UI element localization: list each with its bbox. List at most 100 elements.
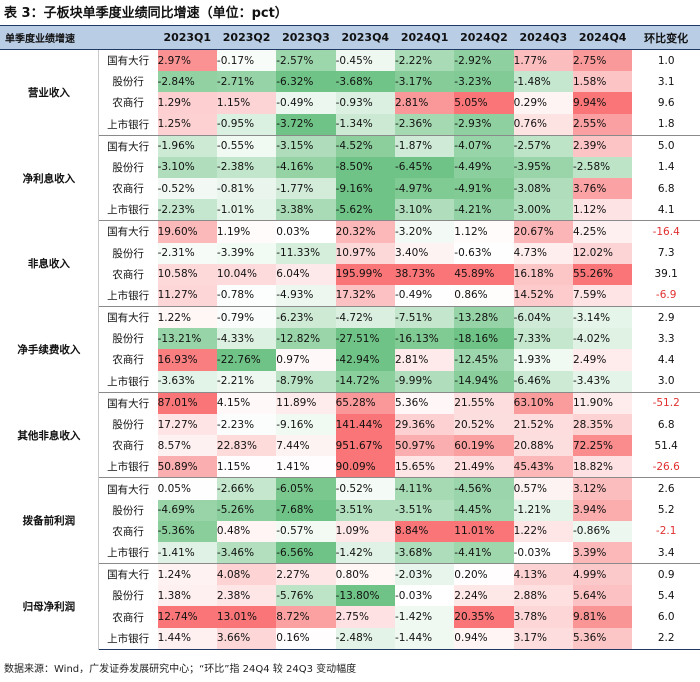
growth-value-cell: 3.17%	[513, 627, 573, 650]
growth-value-cell: -7.51%	[394, 306, 455, 329]
growth-value-cell: -11.33%	[276, 242, 336, 264]
change-value-cell: -16.4	[652, 225, 680, 238]
header-quarter: 2023Q2	[216, 25, 277, 50]
growth-value-cell: 10.04%	[216, 263, 277, 285]
metric-label: 拨备前利润	[0, 477, 99, 564]
table-row: 农商行 10.58% 10.04% 6.04% 195.99% 38.73% 45.89% 1…	[0, 263, 700, 285]
growth-value-cell: -7.33%	[513, 328, 573, 350]
table-row: 非息收入 国有大行 19.60% 1.19% 0.03% 20.32% -3.20% 1.12…	[0, 220, 700, 307]
header-quarter: 2024Q2	[454, 25, 514, 50]
change-value-cell: -2.1	[655, 525, 677, 538]
growth-value-cell: -6.04%	[513, 306, 573, 329]
table-row: 农商行 16.93% -22.76% 0.97% -42.94% 2.81% -12.45%…	[0, 349, 700, 371]
growth-value-cell: 141.44%	[335, 413, 395, 436]
growth-value-cell: 19.60%	[157, 220, 217, 243]
change-value-cell: 2.6	[657, 483, 675, 496]
growth-value-cell: -4.33%	[216, 328, 277, 350]
growth-value-cell: 1.25%	[157, 113, 217, 136]
growth-value-cell: 7.44%	[276, 435, 336, 457]
change-value-cell: 6.8	[657, 182, 675, 195]
growth-value-cell: -12.45%	[454, 349, 514, 371]
growth-value-cell: -1.48%	[513, 71, 573, 93]
growth-value-cell: -1.21%	[513, 499, 573, 521]
change-value-cell: 1.0	[657, 54, 675, 67]
growth-value-cell: -0.95%	[216, 113, 277, 136]
bank-label: 农商行	[112, 97, 144, 110]
growth-value-cell: 8.72%	[276, 606, 336, 628]
growth-value-cell: -0.55%	[216, 135, 277, 157]
growth-value-cell: 2.75%	[572, 49, 633, 72]
growth-value-cell: -2.31%	[157, 242, 217, 264]
table-row: 股份行 -4.69% -5.26% -7.68% -3.51% -3.51% -4.45% -…	[0, 499, 700, 521]
growth-value-cell: 18.82%	[572, 456, 633, 479]
growth-value-cell: 0.97%	[276, 349, 336, 371]
growth-value-cell: 1.15%	[216, 92, 277, 114]
growth-value-cell: 4.13%	[513, 563, 573, 586]
growth-value-cell: -9.16%	[276, 413, 336, 436]
growth-value-cell: -2.71%	[216, 71, 277, 93]
bank-label: 农商行	[112, 525, 144, 538]
growth-value-cell: -2.03%	[394, 563, 455, 586]
growth-value-cell: -0.49%	[276, 92, 336, 114]
change-value-cell: 2.2	[632, 627, 700, 650]
growth-value-cell: 15.65%	[394, 456, 455, 479]
growth-value-cell: 11.89%	[276, 392, 336, 414]
bank-label: 股份行	[112, 504, 144, 517]
header-quarter: 2024Q1	[394, 25, 455, 50]
growth-value-cell: -4.45%	[454, 499, 514, 521]
growth-value-cell: -1.93%	[513, 349, 573, 371]
growth-value-cell: -13.80%	[335, 585, 395, 607]
growth-value-cell: -3.17%	[394, 71, 455, 93]
table-row: 其他非息收入 国有大行 87.01% 4.15% 11.89% 65.28% 5.36% 21…	[0, 392, 700, 478]
growth-value-cell: 17.27%	[157, 413, 217, 436]
growth-value-cell: 8.84%	[394, 520, 455, 542]
growth-value-cell: -2.23%	[157, 199, 217, 222]
table-row: 股份行 -13.21% -4.33% -12.82% -27.51% -16.13% -18…	[0, 328, 700, 350]
change-value-cell: 3.4	[632, 541, 700, 565]
bank-label: 股份行	[112, 76, 144, 89]
growth-value-cell: -4.41%	[454, 541, 514, 565]
growth-value-cell: 1.77%	[513, 49, 573, 72]
growth-value-cell: -14.72%	[335, 370, 395, 393]
growth-value-cell: 4.73%	[513, 242, 573, 264]
growth-value-cell: -6.23%	[276, 306, 336, 329]
growth-value-cell: -6.56%	[276, 541, 336, 565]
growth-value-cell: -3.43%	[572, 370, 633, 393]
change-value-cell: 39.1	[654, 268, 678, 281]
growth-value-cell: 11.01%	[454, 520, 514, 542]
growth-value-cell: -2.57%	[276, 49, 336, 72]
growth-value-cell: 1.24%	[157, 563, 217, 586]
growth-value-cell: 20.35%	[454, 606, 514, 628]
growth-value-cell: -5.36%	[157, 520, 217, 542]
growth-value-cell: 12.74%	[157, 606, 217, 628]
growth-value-cell: -4.97%	[394, 178, 455, 200]
metric-label: 净利息收入	[0, 135, 99, 221]
change-value-cell: 5.4	[657, 589, 675, 602]
growth-value-cell: -4.56%	[454, 477, 514, 500]
growth-value-cell: 2.81%	[394, 349, 455, 371]
growth-value-cell: -3.00%	[513, 199, 573, 222]
growth-value-cell: -3.10%	[394, 199, 455, 222]
bank-label: 国有大行	[107, 397, 150, 410]
bank-label: 农商行	[112, 440, 144, 453]
growth-value-cell: 2.55%	[572, 113, 633, 136]
growth-value-cell: 1.29%	[157, 92, 217, 114]
growth-value-cell: -2.84%	[157, 71, 217, 93]
growth-value-cell: -5.62%	[335, 199, 395, 222]
growth-value-cell: -12.82%	[276, 328, 336, 350]
growth-value-cell: -42.94%	[335, 349, 395, 371]
growth-value-cell: 3.94%	[572, 499, 633, 521]
table-row: 上市银行 1.44% 3.66% 0.16% -2.48% -1.44% 0.94% 3.17…	[0, 627, 700, 650]
growth-value-cell: 3.78%	[513, 606, 573, 628]
growth-value-cell: -6.32%	[276, 71, 336, 93]
growth-value-cell: 0.94%	[454, 627, 514, 650]
growth-value-cell: -3.20%	[394, 220, 455, 243]
change-value-cell: 7.3	[657, 247, 675, 260]
bank-label: 国有大行	[107, 483, 150, 496]
bank-label: 股份行	[112, 419, 144, 431]
growth-value-cell: 1.44%	[157, 627, 217, 650]
bank-label: 农商行	[112, 268, 144, 281]
table-row: 上市银行 50.89% 1.15% 1.41% 90.09% 15.65% 21.49% 45…	[0, 456, 700, 479]
growth-value-cell: 2.97%	[157, 49, 217, 72]
growth-value-cell: -1.77%	[276, 178, 336, 200]
